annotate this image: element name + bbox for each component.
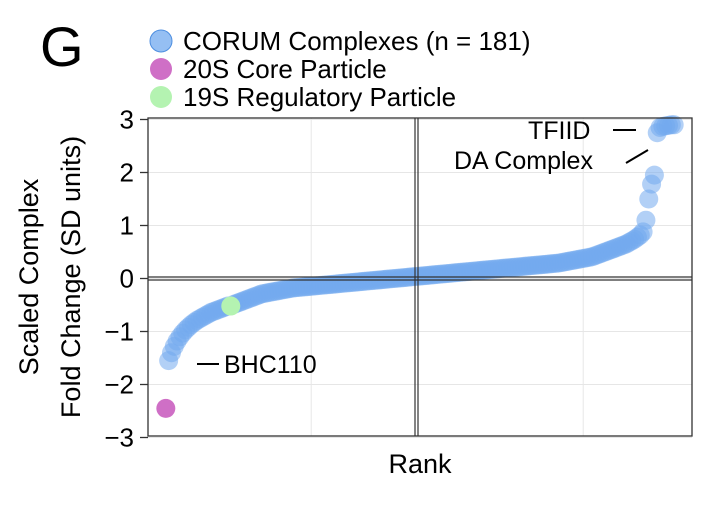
corum-complex-point bbox=[639, 189, 659, 209]
gridlines bbox=[148, 118, 692, 438]
corum-complex-point bbox=[636, 210, 656, 230]
y-axis-title: Scaled Complex Fold Change (SD units) bbox=[14, 136, 86, 418]
plot-area bbox=[147, 115, 693, 438]
y-axis-title-line-1: Scaled Complex bbox=[14, 178, 44, 375]
y-tick-label: −1 bbox=[104, 317, 134, 347]
legend-label-19s: 19S Regulatory Particle bbox=[183, 82, 456, 112]
x-axis-title: Rank bbox=[388, 449, 452, 479]
y-tick-label: 3 bbox=[120, 105, 134, 135]
y-tick-label: −2 bbox=[104, 370, 134, 400]
panel-label: G bbox=[40, 15, 84, 78]
plot-border bbox=[147, 117, 693, 437]
data-points bbox=[156, 115, 684, 418]
corum-complex-point bbox=[664, 115, 684, 135]
corum-complex-point bbox=[644, 165, 664, 185]
y-tick-label: 1 bbox=[120, 211, 134, 241]
y-axis-title-line-2: Fold Change (SD units) bbox=[56, 136, 86, 418]
annotation-bhc110: BHC110 bbox=[224, 351, 317, 379]
legend-marker-20s bbox=[150, 58, 172, 80]
legend: CORUM Complexes (n = 181) 20S Core Parti… bbox=[149, 26, 531, 112]
legend-label-20s: 20S Core Particle bbox=[183, 54, 387, 84]
annotations: TFIID DA Complex BHC110 bbox=[197, 117, 649, 379]
annotation-da-complex: DA Complex bbox=[454, 147, 593, 175]
annotation-da-complex-leader bbox=[625, 149, 649, 164]
y-tick-label: 2 bbox=[120, 158, 134, 188]
annotation-tfiid: TFIID bbox=[528, 117, 591, 145]
y-tick-label: −3 bbox=[104, 423, 134, 453]
y-tick-label: 0 bbox=[120, 264, 134, 294]
core-particle-20s-point bbox=[156, 398, 176, 418]
y-axis: 3 2 1 0 −1 −2 −3 bbox=[104, 105, 148, 453]
legend-marker-corum bbox=[149, 29, 173, 53]
legend-marker-19s bbox=[150, 86, 172, 108]
regulatory-particle-19s-point bbox=[221, 296, 241, 316]
legend-label-corum: CORUM Complexes (n = 181) bbox=[183, 26, 531, 56]
